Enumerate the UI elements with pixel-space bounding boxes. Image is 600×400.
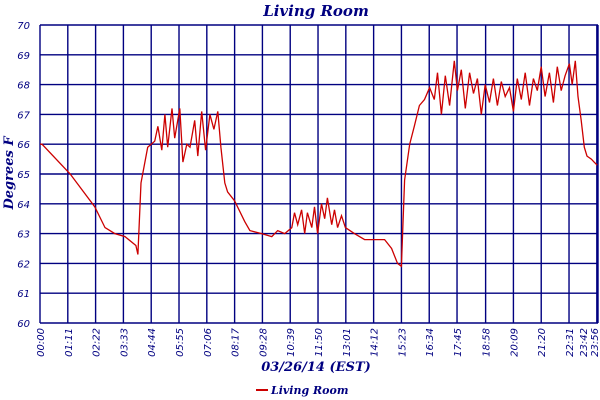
y-tick-label: 64 bbox=[17, 200, 30, 211]
x-tick-label: 03:33 bbox=[119, 328, 130, 357]
x-tick-label: 07:06 bbox=[203, 328, 214, 357]
x-axis-label: 03/26/14 (EST) bbox=[261, 360, 371, 375]
y-tick-label: 66 bbox=[17, 140, 30, 151]
y-tick-label: 63 bbox=[17, 230, 30, 241]
x-tick-label: 09:28 bbox=[258, 328, 269, 357]
y-tick-label: 65 bbox=[17, 170, 30, 181]
series-line-living-room bbox=[40, 60, 598, 268]
y-tick-label: 60 bbox=[17, 319, 30, 330]
x-tick-label: 23:56 bbox=[590, 328, 600, 357]
y-tick-label: 69 bbox=[17, 51, 30, 62]
y-tick-labels: 60 61 62 63 64 65 66 67 68 69 70 bbox=[17, 21, 30, 330]
legend-label-living-room: Living Room bbox=[270, 384, 348, 397]
x-tick-label: 00:00 bbox=[36, 328, 47, 357]
x-tick-label: 15:23 bbox=[397, 328, 408, 357]
chart-title: Living Room bbox=[262, 2, 369, 20]
x-tick-label: 17:45 bbox=[453, 328, 464, 357]
x-tick-label: 04:44 bbox=[147, 328, 158, 357]
x-tick-label: 05:55 bbox=[175, 328, 186, 357]
y-tick-label: 70 bbox=[17, 21, 30, 32]
y-tick-label: 68 bbox=[17, 81, 30, 92]
x-tick-label: 20:09 bbox=[509, 328, 520, 357]
x-tick-label: 11:50 bbox=[314, 328, 325, 357]
y-axis-label: Degrees F bbox=[2, 136, 17, 211]
x-tick-label: 02:22 bbox=[92, 328, 103, 357]
y-tick-label: 61 bbox=[17, 289, 30, 300]
x-tick-label: 16:34 bbox=[425, 328, 436, 357]
grid bbox=[39, 24, 599, 324]
x-tick-label: 13:01 bbox=[342, 328, 353, 357]
x-tick-label: 21:20 bbox=[537, 328, 548, 357]
x-tick-labels: 00:00 01:11 02:22 03:33 04:44 05:55 07:06 08:17… bbox=[36, 327, 600, 356]
x-tick-label: 14:12 bbox=[370, 328, 381, 357]
y-tick-label: 62 bbox=[17, 259, 30, 270]
y-tick-label: 67 bbox=[17, 110, 30, 121]
legend: Living Room bbox=[256, 384, 348, 397]
x-tick-label: 23:42 bbox=[579, 328, 590, 357]
x-tick-label: 01:11 bbox=[64, 328, 75, 357]
x-tick-label: 22:31 bbox=[565, 328, 576, 357]
x-tick-label: 08:17 bbox=[231, 327, 242, 356]
x-tick-label: 18:58 bbox=[482, 328, 493, 357]
x-tick-label: 10:39 bbox=[286, 328, 297, 357]
